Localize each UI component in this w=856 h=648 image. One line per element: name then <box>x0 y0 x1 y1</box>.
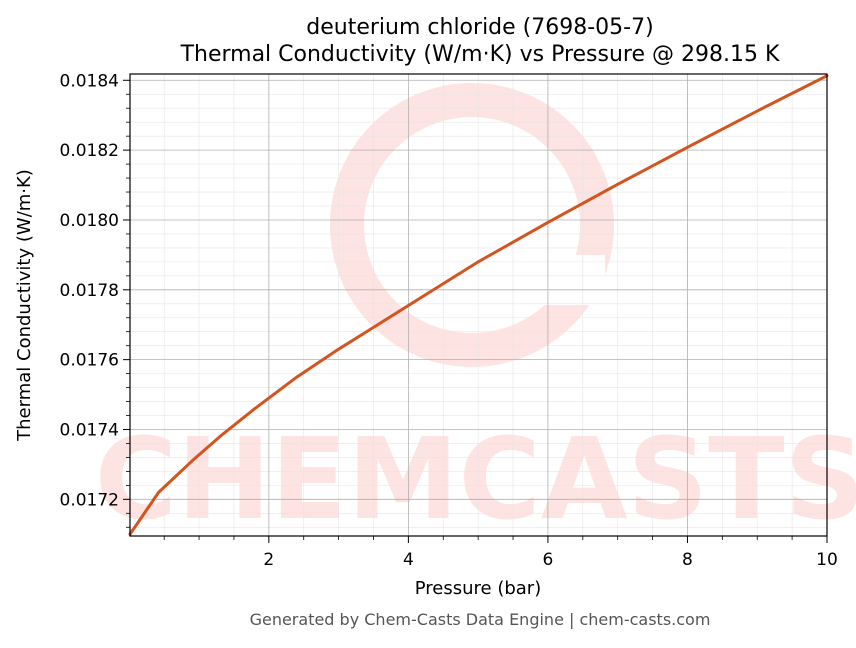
x-axis-label: Pressure (bar) <box>415 578 541 599</box>
x-tick-label: 8 <box>682 550 693 570</box>
y-tick-label: 0.0176 <box>60 351 119 371</box>
y-tick-label: 0.0172 <box>60 490 119 510</box>
x-tick-label: 10 <box>816 550 838 570</box>
y-tick-label: 0.0174 <box>60 420 119 440</box>
chart-title-line1: deuterium chloride (7698-05-7) <box>306 15 653 40</box>
x-tick-label: 6 <box>543 550 554 570</box>
y-tick-label: 0.0180 <box>60 211 119 231</box>
y-tick-label: 0.0178 <box>60 281 119 301</box>
x-tick-label: 2 <box>263 550 274 570</box>
y-axis-label: Thermal Conductivity (W/m·K) <box>14 169 35 442</box>
ticks: 2 4 6 8 10 0.0172 0.0174 0.0176 0.0178 0.0180 0.01… <box>60 71 838 570</box>
watermark-logo <box>330 83 614 367</box>
watermark-text: CHEMCASTS <box>95 415 856 545</box>
x-tick-label: 4 <box>403 550 414 570</box>
y-tick-label: 0.0184 <box>60 71 119 91</box>
watermark: CHEMCASTS <box>95 83 856 545</box>
y-tick-label: 0.0182 <box>60 141 119 161</box>
chart-title-line2: Thermal Conductivity (W/m·K) vs Pressure… <box>180 42 780 67</box>
footer-credit: Generated by Chem-Casts Data Engine | ch… <box>250 610 711 629</box>
series-line <box>128 74 829 536</box>
